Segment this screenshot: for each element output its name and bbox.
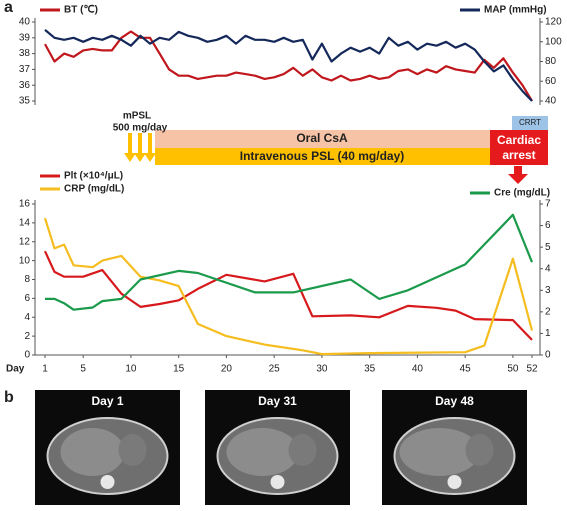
mpsl-dose: 500 mg/day xyxy=(113,123,168,134)
x-tick-label: 25 xyxy=(269,364,281,375)
x-tick-label: 50 xyxy=(507,364,519,375)
y-tick-label: 8 xyxy=(24,274,30,285)
psl-band xyxy=(155,148,490,165)
legend-label: CRP (mg/dL) xyxy=(64,184,124,195)
series-line xyxy=(44,29,533,102)
series-line xyxy=(45,213,534,311)
y-tick-label: 10 xyxy=(19,255,31,266)
y2-tick-label: 3 xyxy=(545,285,551,296)
y2-tick-label: 120 xyxy=(545,17,562,28)
y2-tick-label: 0 xyxy=(545,350,551,361)
arrest-box xyxy=(490,130,548,165)
ct-liver xyxy=(399,428,480,476)
legend-label: Plt (×10⁴/μL) xyxy=(64,171,123,182)
x-tick-label: 1 xyxy=(42,364,48,375)
y-tick-label: 2 xyxy=(24,331,30,342)
y-tick-label: 4 xyxy=(24,312,30,323)
y-tick-label: 12 xyxy=(19,236,31,247)
y2-tick-label: 80 xyxy=(545,56,557,67)
panel-label: b xyxy=(4,389,14,406)
y-tick-label: 14 xyxy=(19,218,31,229)
y2-tick-label: 2 xyxy=(545,306,551,317)
panel-label: a xyxy=(4,0,13,16)
crrt-label: CRRT xyxy=(519,118,541,127)
image-label: Day 1 xyxy=(91,394,123,408)
ct-spine xyxy=(270,475,285,489)
y2-tick-label: 4 xyxy=(545,263,551,274)
arrest-wrap: Cardiac arrest xyxy=(496,133,542,162)
y-tick-label: 38 xyxy=(19,48,31,59)
y-tick-label: 0 xyxy=(24,350,30,361)
x-tick-label: 15 xyxy=(173,364,185,375)
crrt-box xyxy=(512,116,548,130)
arrest-arrow xyxy=(508,166,528,184)
x-tick-label: 30 xyxy=(316,364,328,375)
timeline: Oral CsA Intravenous PSL (40 mg/day) mPS… xyxy=(113,111,548,184)
image-label: Day 31 xyxy=(258,394,297,408)
y-tick-label: 36 xyxy=(19,80,31,91)
y-tick-label: 40 xyxy=(19,17,31,28)
mpsl-label: mPSL xyxy=(123,111,151,122)
y-tick-label: 35 xyxy=(19,96,31,107)
x-tick-label: 5 xyxy=(80,364,86,375)
y2-tick-label: 40 xyxy=(545,96,557,107)
y2-tick-label: 100 xyxy=(545,36,562,47)
y2-tick-label: 5 xyxy=(545,242,551,253)
ct-liver xyxy=(226,428,299,476)
series-line xyxy=(44,30,533,102)
legend-label: Cre (mg/dL) xyxy=(494,188,550,199)
y2-tick-label: 1 xyxy=(545,328,551,339)
ct-images: Day 1 Day 31 Day 48 xyxy=(35,390,527,505)
image-label: Day 48 xyxy=(435,394,474,408)
x-tick-label: 20 xyxy=(221,364,233,375)
y2-tick-label: 6 xyxy=(545,220,551,231)
ct-organ xyxy=(465,434,494,466)
series-line xyxy=(44,250,533,341)
csa-band xyxy=(155,130,490,148)
psl-label: Intravenous PSL (40 mg/day) xyxy=(240,149,405,163)
series-line xyxy=(43,217,534,356)
x-tick-label: 35 xyxy=(364,364,376,375)
y-tick-label: 6 xyxy=(24,293,30,304)
x-axis-label: Day xyxy=(6,364,25,375)
arrest-label: Cardiac arrest xyxy=(496,133,542,162)
ct-organ xyxy=(288,434,317,466)
legend-label: MAP (mmHg) xyxy=(484,5,547,16)
ct-organ xyxy=(118,434,147,466)
x-tick-label: 45 xyxy=(460,364,472,375)
y-tick-label: 16 xyxy=(19,199,31,210)
legend-label: BT (℃) xyxy=(64,5,98,16)
ct-spine xyxy=(100,475,115,489)
x-tick-label: 40 xyxy=(412,364,424,375)
ct-liver xyxy=(60,428,125,476)
y-tick-label: 39 xyxy=(19,32,31,43)
csa-label: Oral CsA xyxy=(296,131,348,145)
mpsl-arrows xyxy=(124,133,156,162)
ct-spine xyxy=(447,475,462,489)
y-tick-label: 37 xyxy=(19,64,31,75)
y2-tick-label: 60 xyxy=(545,76,557,87)
y2-tick-label: 7 xyxy=(545,199,551,210)
x-tick-label: 52 xyxy=(526,364,538,375)
x-tick-label: 10 xyxy=(125,364,137,375)
